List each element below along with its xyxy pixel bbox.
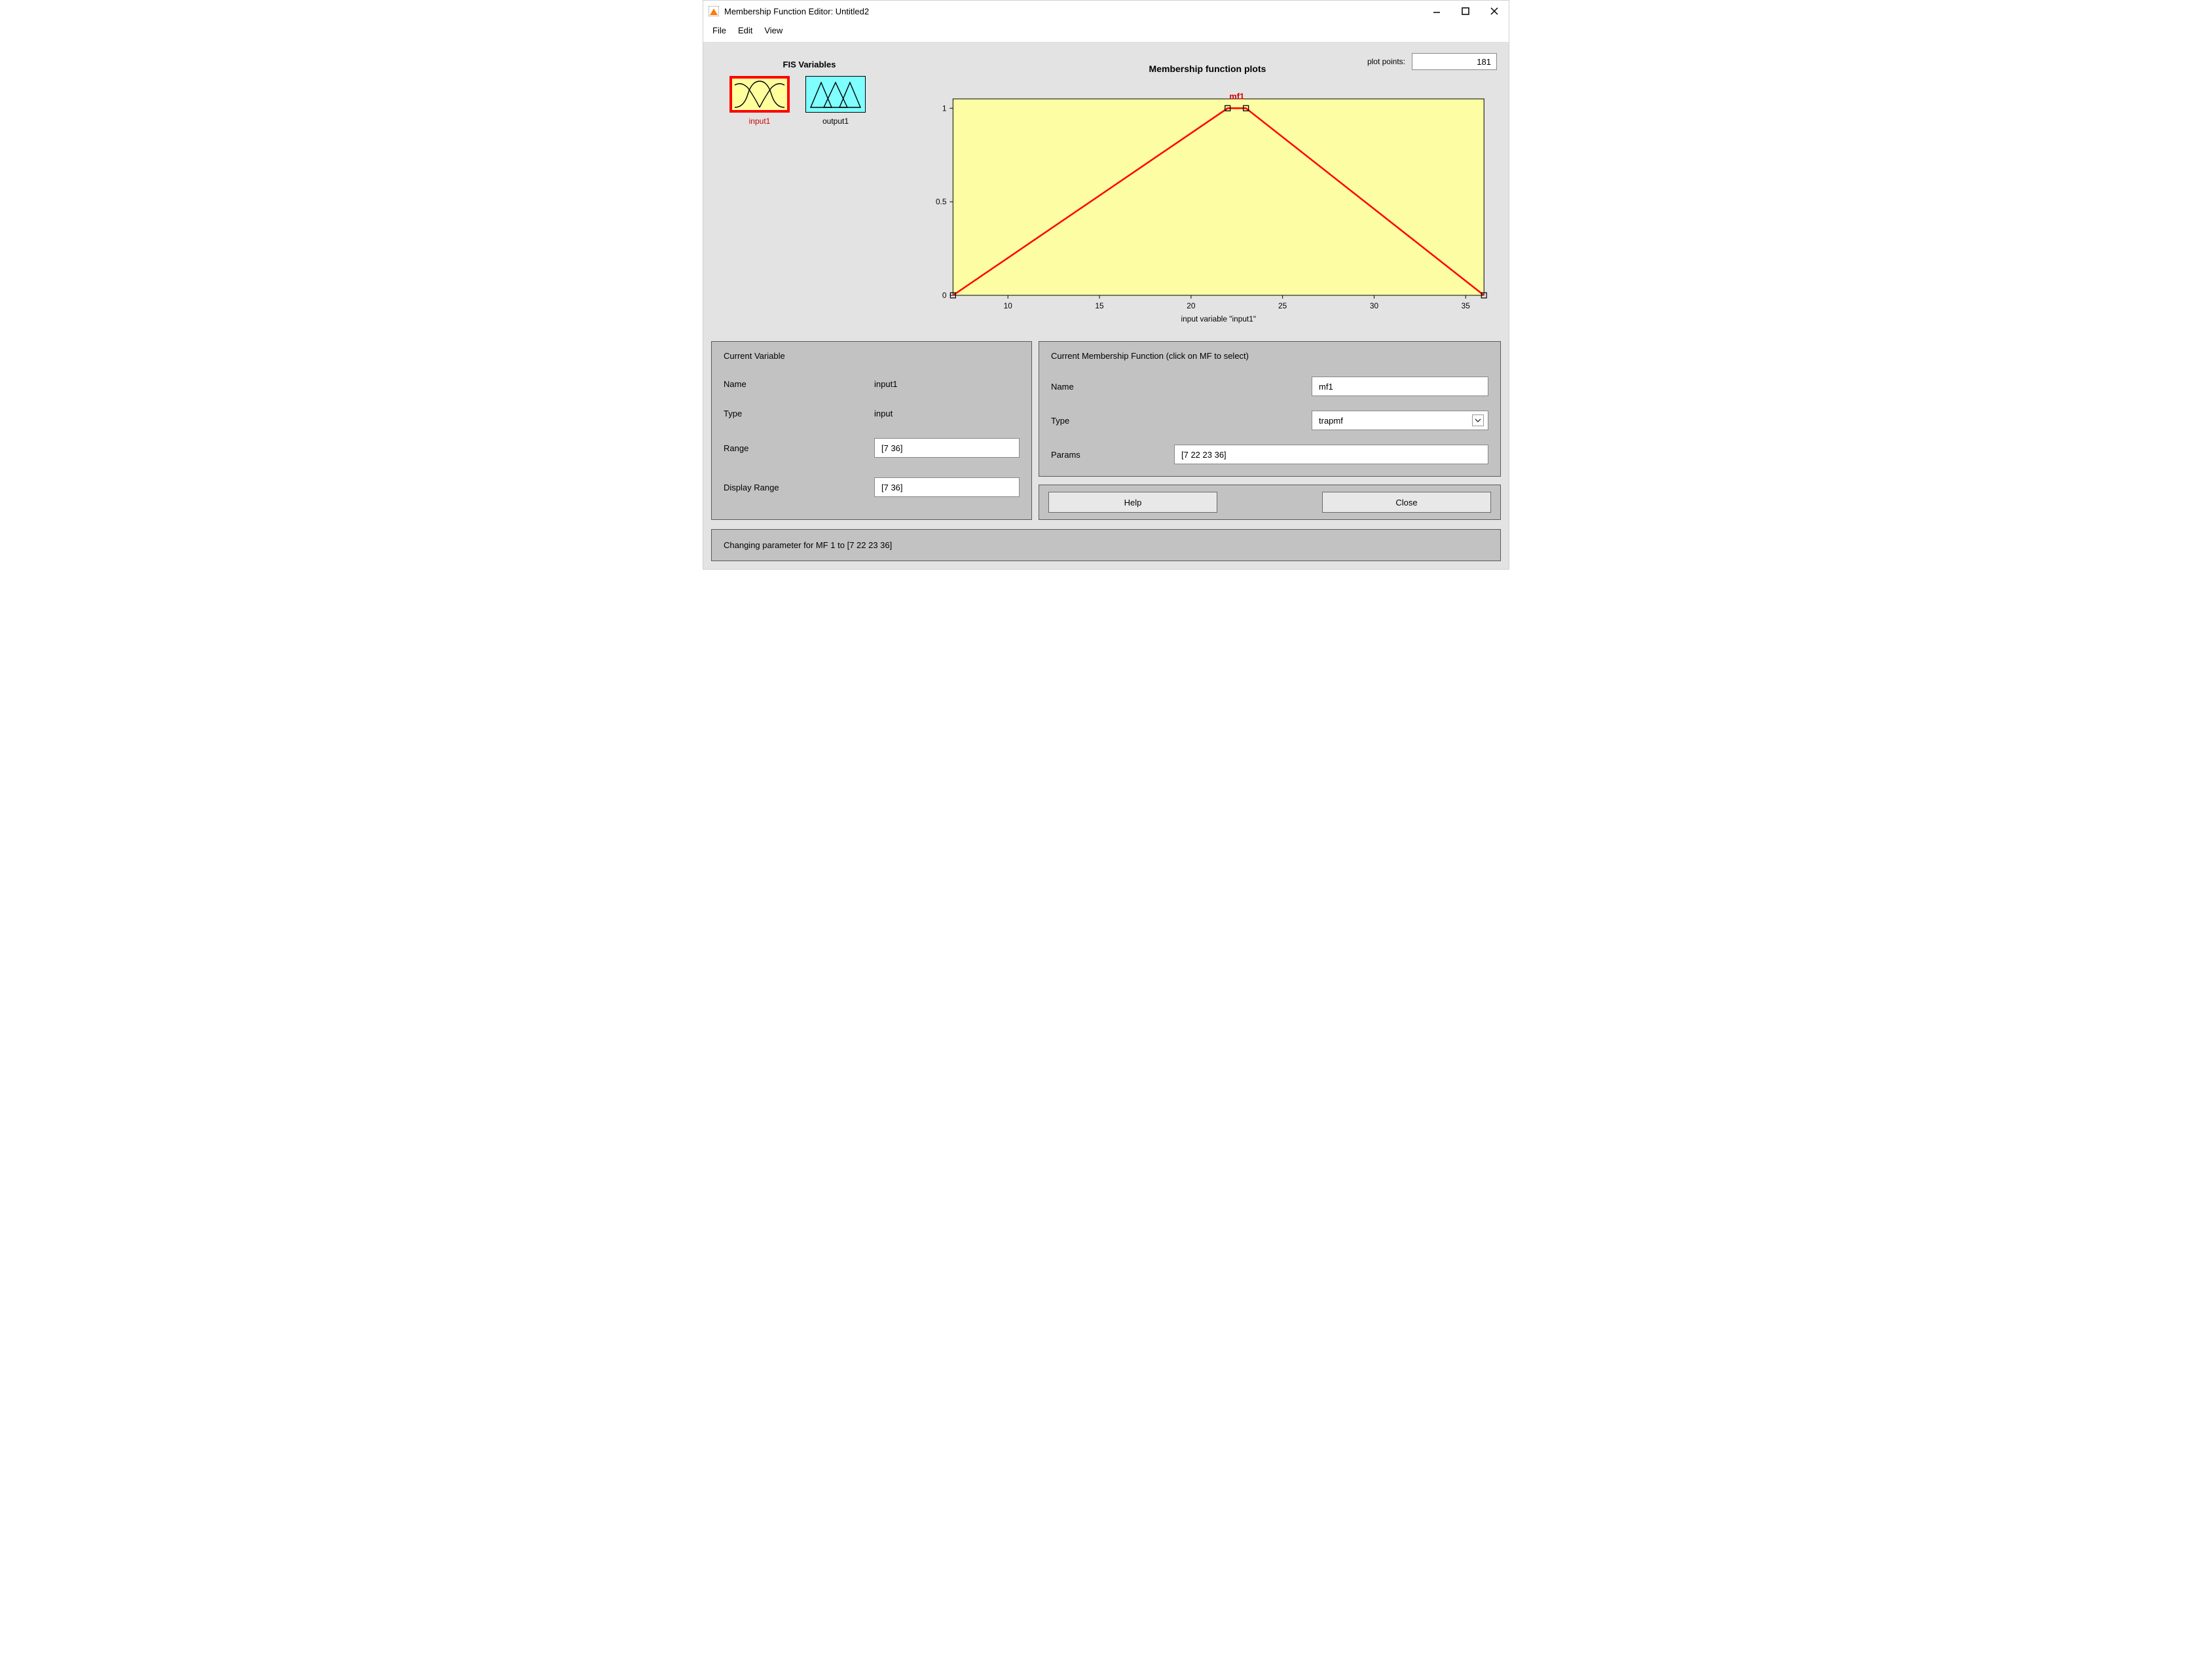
menu-edit[interactable]: Edit [738,26,752,35]
plot-area: plot points: Membership function plots 0… [914,50,1501,335]
app-icon [709,6,719,16]
plot-points-input[interactable] [1412,53,1497,70]
mf-type-value: trapmf [1319,416,1343,426]
current-mf-heading: Current Membership Function (click on MF… [1051,351,1488,361]
var-name-label: Name [724,379,874,389]
svg-text:35: 35 [1462,301,1471,310]
svg-text:1: 1 [942,103,947,113]
lower-region: Current Variable Name input1 Type input … [709,335,1503,523]
fis-output-variable[interactable]: output1 [805,76,866,126]
help-button[interactable]: Help [1048,492,1217,513]
button-panel: Help Close [1039,485,1501,520]
svg-text:30: 30 [1370,301,1379,310]
close-button[interactable]: Close [1322,492,1491,513]
var-type-value: input [874,409,893,418]
svg-text:input variable "input1": input variable "input1" [1181,314,1257,323]
current-variable-panel: Current Variable Name input1 Type input … [711,341,1032,520]
minimize-button[interactable] [1431,6,1442,16]
status-text: Changing parameter for MF 1 to [7 22 23 … [724,540,892,550]
mf-params-input[interactable] [1174,445,1488,464]
fis-output-icon [805,76,866,113]
maximize-button[interactable] [1460,6,1471,16]
var-range-input[interactable] [874,438,1020,458]
mf-params-label: Params [1051,450,1156,460]
window-controls [1431,6,1500,16]
var-display-range-input[interactable] [874,477,1020,497]
var-type-label: Type [724,409,874,418]
fis-input-variable[interactable]: input1 [729,76,790,126]
menu-file[interactable]: File [712,26,726,35]
fis-heading: FIS Variables [711,60,908,69]
close-window-button[interactable] [1489,6,1500,16]
window-title: Membership Function Editor: Untitled2 [724,7,1431,16]
svg-text:20: 20 [1187,301,1196,310]
plot-points-label: plot points: [1367,57,1405,66]
var-name-value: input1 [874,379,897,389]
chevron-down-icon [1472,414,1484,426]
mf-name-label: Name [1051,382,1156,392]
right-column: Current Membership Function (click on MF… [1039,341,1501,520]
fis-input-label: input1 [729,117,790,126]
current-variable-heading: Current Variable [724,351,1020,361]
svg-text:10: 10 [1004,301,1013,310]
mf-chart[interactable]: 0 0.5 1 10 15 20 25 30 35 input variable "input1"… [914,73,1497,335]
menubar: File Edit View [703,22,1509,43]
workspace: FIS Variables input1 [703,43,1509,569]
svg-text:0.5: 0.5 [936,197,947,206]
upper-region: FIS Variables input1 [709,48,1503,335]
mf-name-input[interactable] [1312,377,1488,396]
var-display-range-label: Display Range [724,483,874,492]
app-window: Membership Function Editor: Untitled2 Fi… [703,0,1509,570]
var-range-label: Range [724,443,874,453]
titlebar: Membership Function Editor: Untitled2 [703,1,1509,22]
fis-output-label: output1 [805,117,866,126]
fis-variables-panel: FIS Variables input1 [711,50,908,335]
fis-input-icon [729,76,790,113]
mf-type-select[interactable]: trapmf [1312,411,1488,430]
svg-text:0: 0 [942,291,947,300]
svg-text:mf1: mf1 [1229,91,1244,101]
menu-view[interactable]: View [764,26,783,35]
svg-text:25: 25 [1278,301,1287,310]
mf-type-label: Type [1051,416,1156,426]
svg-text:15: 15 [1095,301,1104,310]
status-panel: Changing parameter for MF 1 to [7 22 23 … [711,529,1501,561]
current-mf-panel: Current Membership Function (click on MF… [1039,341,1501,477]
